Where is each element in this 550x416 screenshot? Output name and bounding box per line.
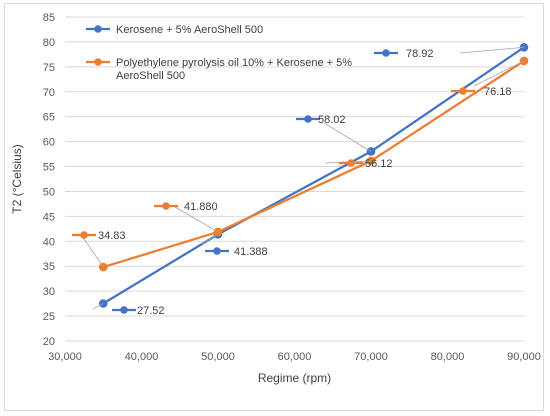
leader-line [201,234,219,245]
leader-line [92,303,104,310]
y-tick-label: 45 [43,211,55,223]
y-tick-label: 20 [43,336,55,348]
x-axis-label: Regime (rpm) [258,371,331,385]
leader-line [323,122,372,152]
y-tick-label: 50 [43,186,55,198]
data-label: 76.18 [484,86,512,98]
y-tick-label: 30 [43,286,55,298]
x-tick-label: 80,000 [431,351,465,363]
legend-key-marker [94,58,102,66]
y-tick-label: 60 [43,137,55,149]
series-line-1 [102,46,525,305]
x-tick-label: 40,000 [125,351,159,363]
data-label: 27.52 [137,305,165,317]
series-line-2 [102,60,525,269]
y-tick-label: 35 [43,261,55,273]
y-tick-label: 85 [43,12,55,24]
data-label: 34.83 [98,230,126,242]
label-key-marker [213,247,221,255]
legend-entry-2-line-2: AeroShell 500 [116,70,185,82]
x-tick-label: 30,000 [48,351,82,363]
data-label: 78.92 [406,48,434,60]
legend-key-marker [94,25,102,33]
y-tick-label: 65 [43,112,55,124]
y-tick-label: 70 [43,87,55,99]
y-tick-label: 40 [43,236,55,248]
leader-line [174,206,219,233]
y-tick-label: 75 [43,62,55,74]
y-tick-label: 80 [43,37,55,49]
x-tick-label: 70,000 [354,351,388,363]
data-label: 56.12 [365,158,393,170]
label-key-marker [382,49,390,57]
label-key-marker [120,306,128,314]
x-tick-label: 90,000 [507,351,541,363]
data-label: 41.880 [184,201,218,213]
label-key-marker [80,231,88,239]
label-key-marker [347,159,355,167]
legend-entry-2-line-1: Polyethylene pyrolysis oil 10% + Kerosen… [116,57,352,69]
legend-entry-1: Kerosene + 5% AeroShell 500 [116,24,263,36]
data-label: 58.02 [318,114,346,126]
leader-line [473,60,525,87]
x-tick-label: 50,000 [201,351,235,363]
data-point [98,262,108,272]
y-tick-label: 55 [43,162,55,174]
leader-line [459,46,525,54]
label-key-marker [459,87,467,95]
label-key-marker [162,202,170,210]
y-tick-label: 25 [43,311,55,323]
x-tick-label: 60,000 [278,351,312,363]
label-key-marker [304,115,312,123]
leader-line [81,235,104,268]
data-label: 41.388 [234,246,268,258]
y-axis-label: T2 (°Celsius) [10,144,24,213]
